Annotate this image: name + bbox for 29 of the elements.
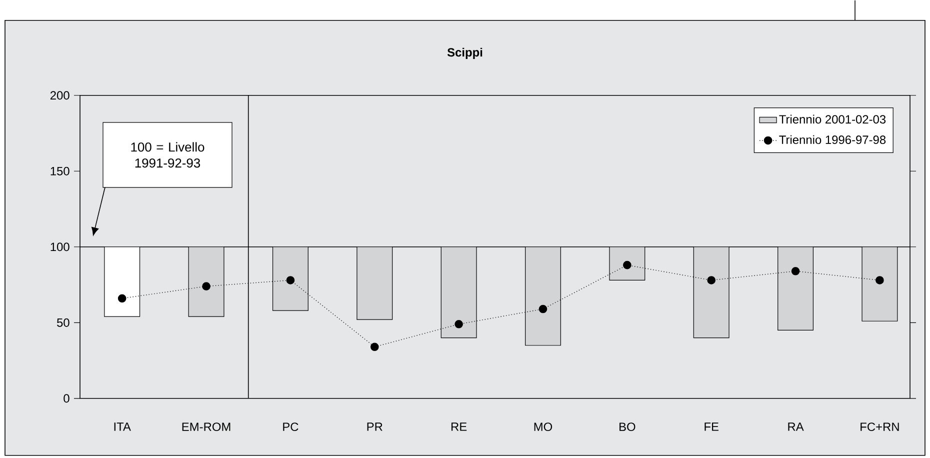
point	[791, 266, 800, 276]
x-tick-label: MO	[534, 422, 552, 431]
annotation: 100 = Livello 1991-92-93	[131, 142, 204, 168]
x-tick-label: FC+RN	[860, 422, 899, 431]
point	[286, 276, 295, 284]
point	[370, 342, 379, 351]
y-tick-label: 150	[50, 166, 70, 176]
legend-label: Triennio 2001-02-03	[779, 114, 886, 124]
y-tick-label: 200	[50, 90, 70, 100]
x-tick-label: EM-ROM	[182, 422, 230, 431]
point	[454, 320, 463, 328]
y-tick-label: 0	[64, 394, 70, 402]
x-tick-label: BO	[620, 422, 636, 431]
x-tick-label: RE	[451, 422, 467, 431]
x-tick-label: RA	[788, 422, 804, 431]
point	[623, 260, 632, 270]
point	[707, 276, 716, 284]
chart-title: Scippi	[447, 48, 482, 59]
x-tick-label: FE	[704, 422, 718, 431]
y-tick-label: 100	[50, 242, 70, 251]
point	[118, 294, 126, 302]
x-tick-label: PC	[283, 422, 298, 431]
x-tick-label: PR	[367, 422, 382, 431]
y-tick-label: 50	[57, 318, 70, 327]
point	[876, 276, 884, 284]
x-tick-label: ITA	[114, 422, 131, 431]
legend-label: Triennio 1996-97-98	[779, 135, 886, 144]
point	[538, 304, 548, 313]
point	[202, 282, 210, 290]
